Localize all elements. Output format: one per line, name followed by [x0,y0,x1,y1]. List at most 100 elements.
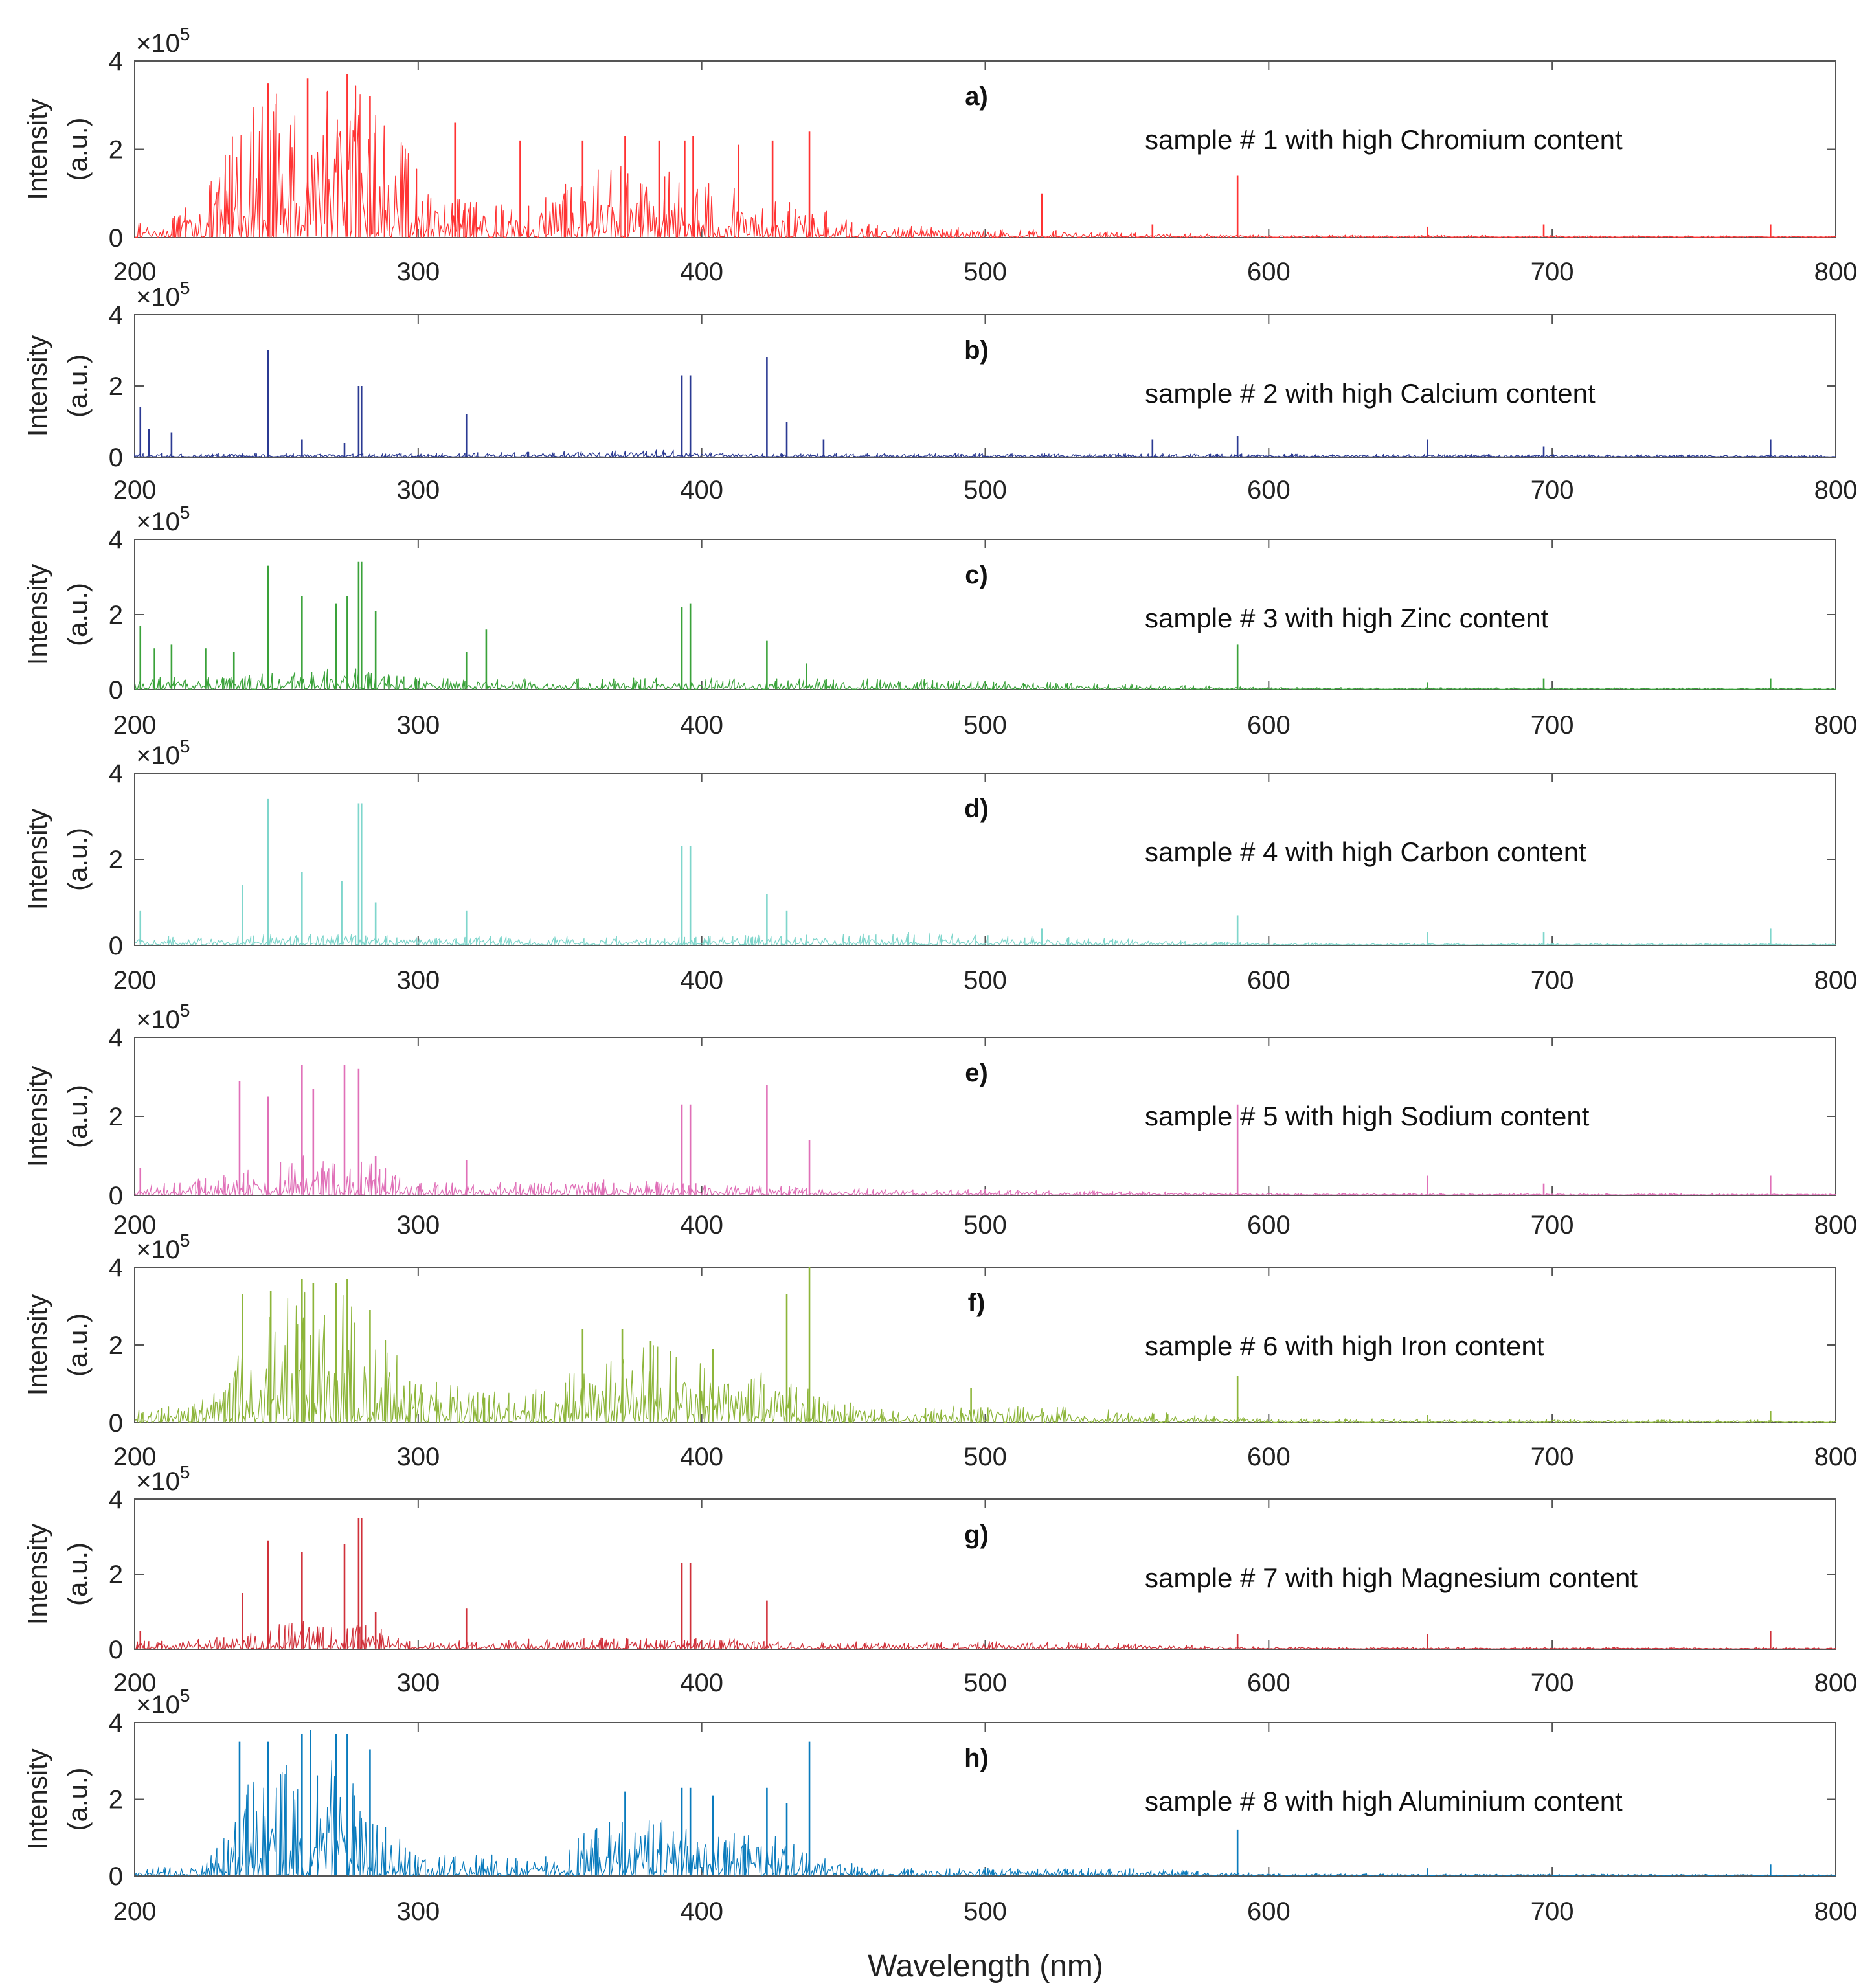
panel-e: 0 2 4 200 300 400 500 600 700 800 ×105 Intensity (a.… [22,1000,1857,1239]
spectrum-line [134,85,1836,238]
y-tick-label: 2 [109,1331,123,1360]
x-tick-label: 600 [1247,1443,1291,1471]
y-axis-label-line2: (a.u.) [62,828,93,891]
y-axis-label-line2: (a.u.) [62,1085,93,1148]
x-tick-label: 600 [1247,258,1291,286]
y-axis-label-line1: Intensity [22,98,52,199]
x-tick-label: 700 [1531,258,1574,286]
panel-g: 0 2 4 200 300 400 500 600 700 800 ×105 Intensity (a.… [22,1462,1857,1697]
x-tick-label: 400 [680,966,723,995]
y-tick-label: 0 [109,224,123,253]
y-multiplier: ×105 [136,1462,190,1496]
x-tick-label: 400 [680,711,723,740]
x-tick-label: 200 [113,1211,157,1239]
panel-letter: d) [964,795,989,823]
x-tick-label: 600 [1247,476,1291,504]
spectrum-line [134,1155,1836,1196]
y-tick-label: 4 [109,1485,123,1514]
y-axis-label-line1: Intensity [22,1748,52,1849]
x-tick-label: 600 [1247,1669,1291,1697]
spectrum-line [134,668,1836,690]
x-tick-label: 800 [1814,1211,1858,1239]
panel-c: 0 2 4 200 300 400 500 600 700 800 ×105 Intensity (a.… [22,503,1857,740]
y-tick-label: 2 [109,1561,123,1589]
x-tick-label: 500 [964,1443,1007,1471]
y-axis-label-line2: (a.u.) [62,1313,93,1377]
x-tick-label: 800 [1814,966,1858,995]
x-tick-label: 500 [964,476,1007,504]
panel-letter: e) [965,1059,988,1087]
y-tick-label: 4 [109,1024,123,1052]
x-tick-label: 700 [1531,1669,1574,1697]
x-tick-label: 300 [396,1669,440,1697]
y-multiplier: ×105 [136,1686,190,1719]
panel-letter: f) [968,1289,986,1317]
x-tick-label: 400 [680,1897,723,1926]
y-multiplier: ×105 [136,736,190,770]
x-tick-label: 300 [396,1443,440,1471]
x-tick-label: 200 [113,476,157,504]
x-tick-label: 400 [680,1669,723,1697]
x-tick-label: 600 [1247,966,1291,995]
y-axis-label-line2: (a.u.) [62,354,93,418]
x-tick-label: 200 [113,966,157,995]
y-tick-label: 0 [109,1636,123,1664]
panel-title: sample # 4 with high Carbon content [1145,837,1586,867]
panel-letter: c) [965,561,988,589]
y-tick-label: 4 [109,301,123,330]
y-tick-label: 2 [109,846,123,874]
y-tick-label: 0 [109,1409,123,1438]
x-tick-label: 300 [396,966,440,995]
y-tick-label: 0 [109,1862,123,1891]
y-axis-label-line2: (a.u.) [62,117,93,181]
x-tick-label: 600 [1247,1897,1291,1926]
x-tick-label: 500 [964,1897,1007,1926]
y-axis-label-line2: (a.u.) [62,1767,93,1831]
y-tick-label: 2 [109,372,123,401]
y-tick-label: 2 [109,1786,123,1814]
panel-letter: g) [964,1520,989,1549]
y-axis-label-line1: Intensity [22,1066,52,1167]
x-tick-label: 200 [113,711,157,740]
y-tick-label: 4 [109,526,123,554]
plot-frame [134,1267,1836,1423]
x-tick-label: 700 [1531,476,1574,504]
y-axis-label-line2: (a.u.) [62,583,93,646]
x-tick-label: 700 [1531,966,1574,995]
panel-letter: h) [964,1744,989,1772]
x-tick-label: 600 [1247,711,1291,740]
y-axis-label-line1: Intensity [22,1524,52,1625]
x-tick-label: 800 [1814,258,1858,286]
x-tick-label: 400 [680,1443,723,1471]
y-tick-label: 2 [109,601,123,629]
panel-title: sample # 6 with high Iron content [1145,1331,1544,1361]
x-tick-label: 400 [680,476,723,504]
spectrum-line [134,449,1836,458]
y-tick-label: 4 [109,1709,123,1737]
x-tick-label: 500 [964,966,1007,995]
y-tick-label: 4 [109,1254,123,1282]
panel-h: 0 2 4 200 300 400 500 600 700 800 ×105 Intensity (a.… [22,1686,1857,1926]
x-tick-label: 300 [396,258,440,286]
y-tick-label: 2 [109,136,123,164]
panel-title: sample # 3 with high Zinc content [1145,603,1549,633]
y-multiplier: ×105 [136,278,190,311]
y-multiplier: ×105 [136,503,190,536]
y-tick-label: 4 [109,760,123,788]
spectrum-line [134,1759,1836,1877]
spectrum-line [134,1621,1836,1650]
x-tick-label: 800 [1814,711,1858,740]
x-tick-label: 400 [680,258,723,286]
panel-a: 0 2 4 200 300 400 500 600 700 800 ×105 Intensity (a.… [22,24,1857,286]
panel-b: 0 2 4 200 300 400 500 600 700 800 ×105 Intensity (a.… [22,278,1857,504]
x-tick-label: 200 [113,1669,157,1697]
x-tick-label: 800 [1814,1443,1858,1471]
y-multiplier: ×105 [136,1000,190,1034]
x-tick-label: 700 [1531,1211,1574,1239]
panel-letter: a) [965,82,988,111]
x-tick-label: 300 [396,476,440,504]
y-tick-label: 0 [109,1182,123,1210]
spectrum-line [134,932,1836,945]
panel-title: sample # 1 with high Chromium content [1145,124,1623,155]
